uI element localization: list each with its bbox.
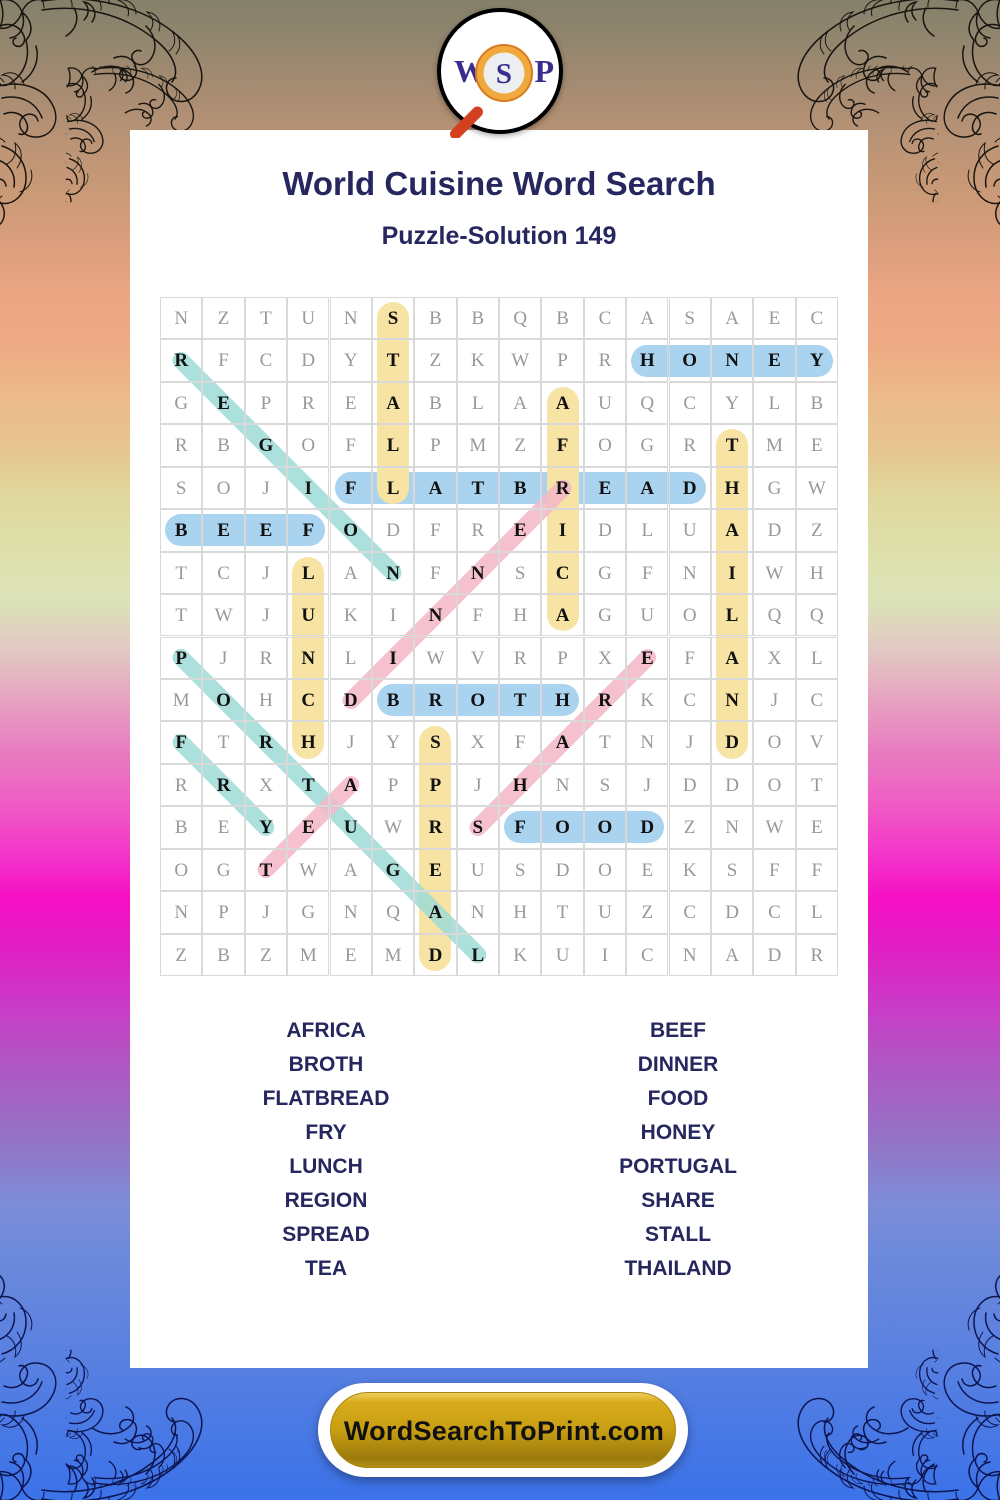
svg-text:S: S [496, 58, 512, 90]
svg-text:P: P [534, 53, 554, 89]
